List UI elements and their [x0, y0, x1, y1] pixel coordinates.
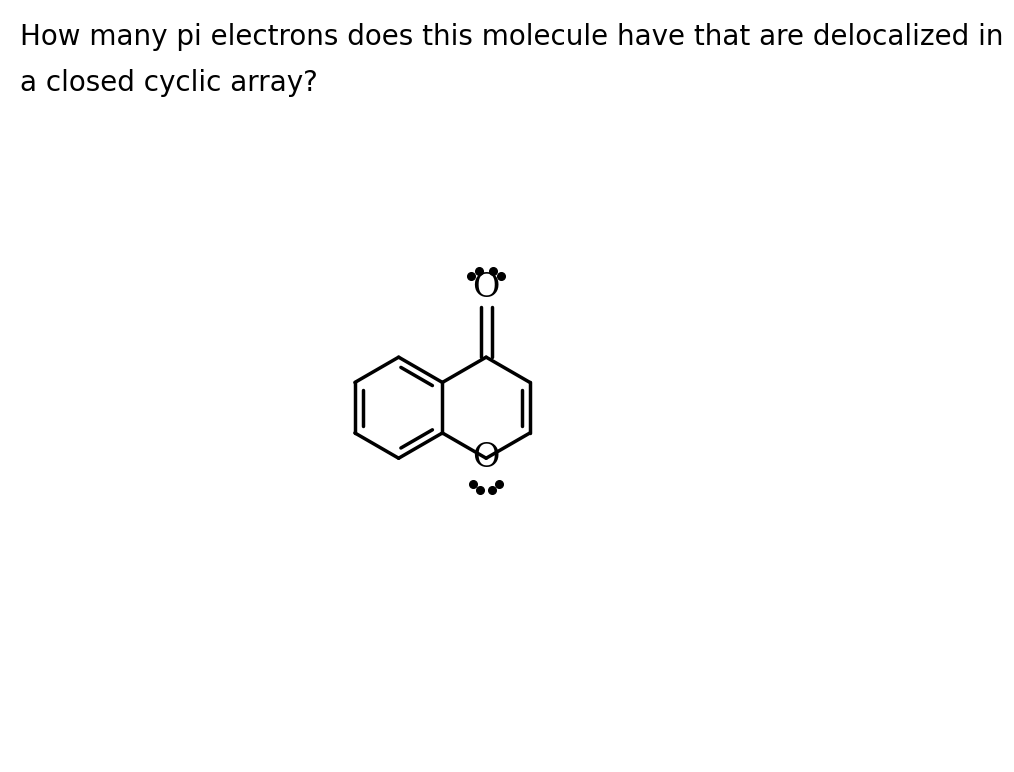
Text: O: O [473, 272, 500, 303]
Text: How many pi electrons does this molecule have that are delocalized in: How many pi electrons does this molecule… [20, 23, 1004, 51]
Text: a closed cyclic array?: a closed cyclic array? [20, 69, 318, 97]
Text: O: O [473, 442, 500, 474]
